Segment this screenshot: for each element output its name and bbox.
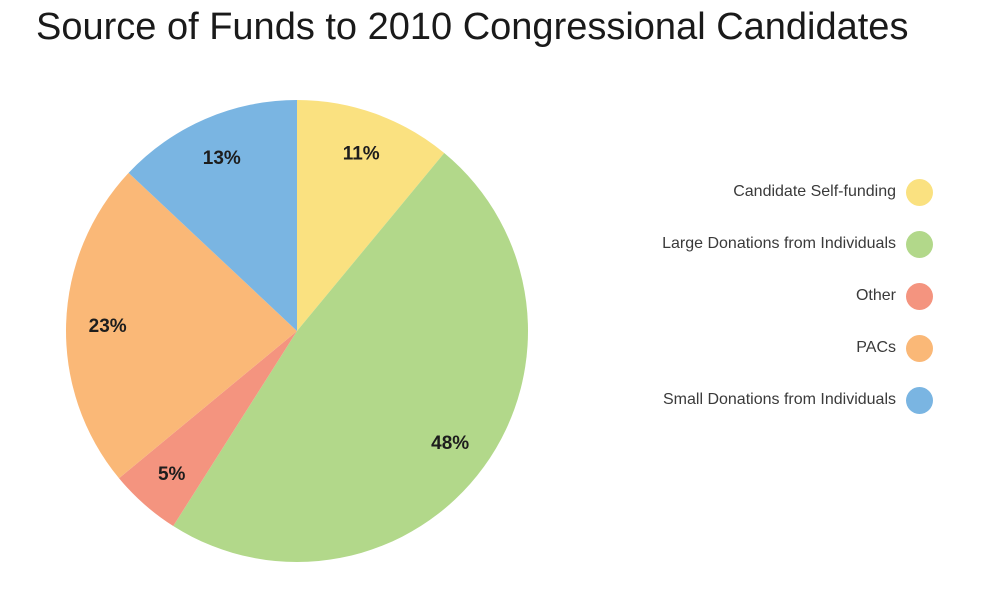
- legend: Candidate Self-funding Large Donations fr…: [662, 166, 933, 426]
- pie-slice-small-donations-from-individuals: [128, 100, 297, 331]
- legend-swatch-icon: [906, 334, 933, 362]
- legend-swatch-icon: [906, 386, 933, 414]
- legend-item-other: Other: [662, 270, 933, 322]
- legend-swatch-icon: [906, 282, 933, 310]
- legend-swatch-icon: [906, 230, 933, 258]
- legend-item-large-donations-from-individuals: Large Donations from Individuals: [662, 218, 933, 270]
- pie-data-label-other: 5%: [158, 464, 186, 485]
- legend-swatch-icon: [906, 178, 933, 206]
- chart-title: Source of Funds to 2010 Congressional Ca…: [36, 6, 909, 48]
- legend-item-candidate-self-funding: Candidate Self-funding: [662, 166, 933, 218]
- pie-data-label-small-donations-from-individuals: 13%: [203, 148, 241, 169]
- legend-item-pacs: PACs: [662, 322, 933, 374]
- pie-slice-large-donations-from-individuals: [173, 153, 529, 563]
- pie-slice-pacs: [66, 172, 297, 479]
- legend-label: Other: [855, 287, 896, 304]
- legend-label: Large Donations from Individuals: [662, 235, 896, 252]
- pie-slice-candidate-self-funding: [297, 100, 445, 331]
- legend-label: Candidate Self-funding: [733, 183, 896, 200]
- pie-slice-other: [119, 331, 297, 527]
- legend-label: PACs: [856, 339, 896, 356]
- pie-data-label-large-donations-from-individuals: 48%: [431, 433, 469, 454]
- legend-item-small-donations-from-individuals: Small Donations from Individuals: [662, 374, 933, 426]
- legend-label: Small Donations from Individuals: [663, 391, 896, 408]
- pie-data-label-pacs: 23%: [89, 316, 127, 337]
- pie-data-label-candidate-self-funding: 11%: [343, 143, 380, 164]
